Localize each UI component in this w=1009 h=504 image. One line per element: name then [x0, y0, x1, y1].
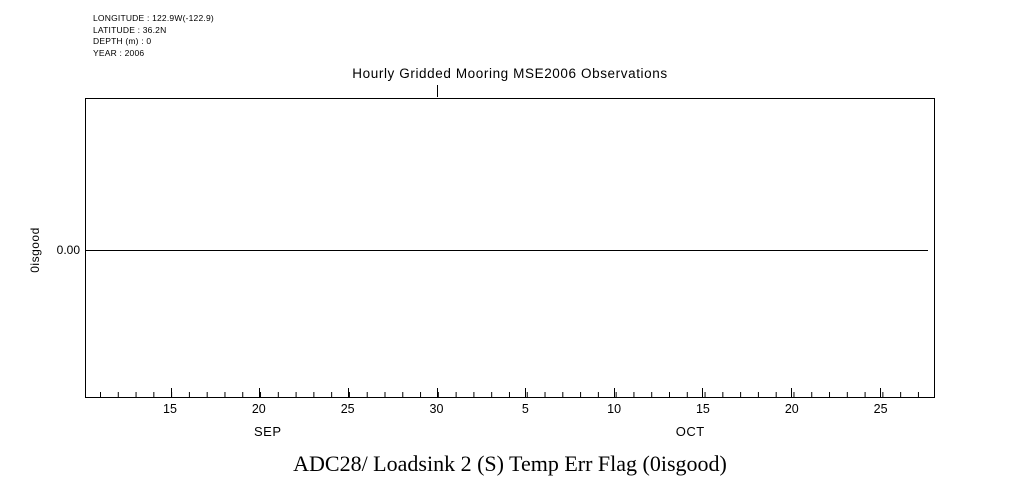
- x-tick-label: 20: [251, 402, 266, 416]
- x-tick-label: 15: [695, 402, 710, 416]
- metadata-block: LONGITUDE : 122.9W(-122.9) LATITUDE : 36…: [93, 13, 214, 59]
- figure-bottom-title: ADC28/ Loadsink 2 (S) Temp Err Flag (0is…: [293, 451, 727, 476]
- metadata-year: YEAR : 2006: [93, 47, 145, 58]
- chart-title: Hourly Gridded Mooring MSE2006 Observati…: [352, 66, 668, 81]
- x-axis-minor-ticks: [86, 392, 934, 397]
- metadata-longitude: LONGITUDE : 122.9W(-122.9): [93, 13, 214, 23]
- x-axis-major-tick: [879, 388, 881, 397]
- month-label-sep: SEP: [253, 424, 282, 439]
- x-axis-major-tick: [170, 388, 172, 397]
- x-tick-label: 10: [607, 402, 622, 416]
- metadata-latitude: LATITUDE : 36.2N: [93, 24, 167, 35]
- month-label-oct: OCT: [675, 424, 705, 439]
- plot-area: [85, 98, 935, 398]
- x-tick-label: 30: [429, 402, 444, 416]
- title-tick-mark: [437, 85, 438, 97]
- x-tick-label: 5: [521, 402, 529, 416]
- metadata-depth: DEPTH (m) : 0: [93, 36, 152, 46]
- x-tick-label: 15: [163, 402, 177, 416]
- x-axis-tick-labels: 15 20 25 30 5 10 15 20 25: [85, 402, 935, 417]
- x-axis-major-tick: [348, 388, 350, 397]
- x-axis-major-tick: [613, 388, 615, 397]
- x-axis-major-tick: [791, 388, 793, 397]
- x-tick-label: 25: [340, 402, 355, 416]
- x-axis-major-tick: [525, 388, 527, 397]
- x-axis-major-tick: [259, 388, 261, 397]
- x-tick-label: 20: [784, 402, 799, 416]
- x-tick-label: 25: [873, 402, 888, 416]
- y-tick-label: 0.00: [56, 243, 80, 257]
- x-axis-month-labels: SEP OCT: [85, 424, 935, 440]
- x-axis-major-tick: [702, 388, 704, 397]
- x-axis-major-tick: [436, 388, 438, 397]
- y-axis-label: 0isgood: [28, 227, 42, 273]
- data-line-constant-zero: [86, 250, 929, 251]
